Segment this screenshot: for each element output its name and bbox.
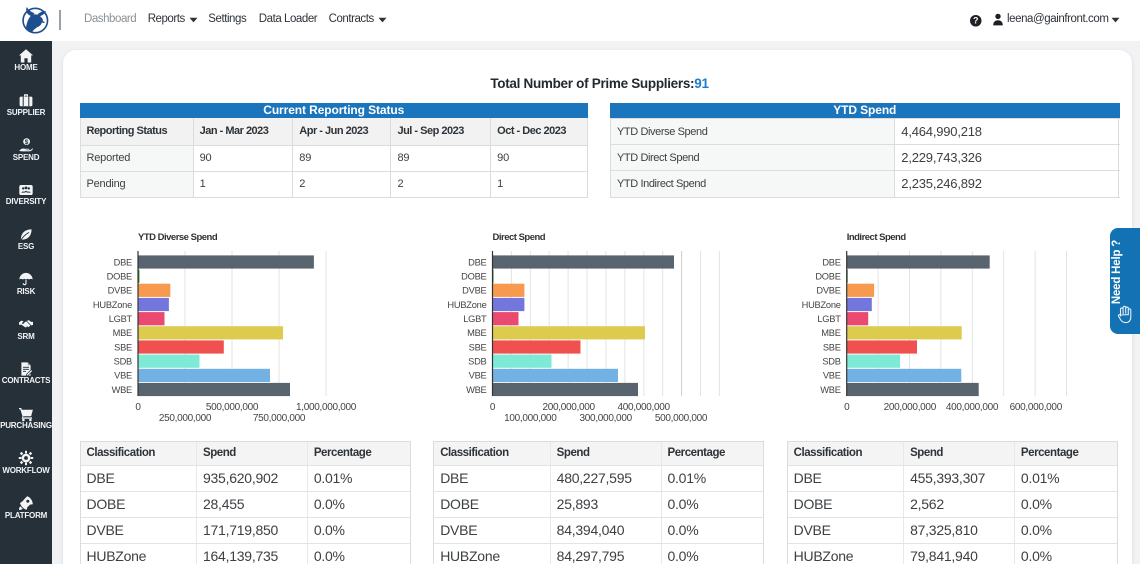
svg-text:HUBZone: HUBZone — [802, 300, 841, 310]
svg-text:200,000,000: 200,000,000 — [542, 402, 595, 413]
svg-text:400,000,000: 400,000,000 — [946, 402, 999, 413]
svg-text:VBE: VBE — [114, 371, 132, 381]
svg-text:Indirect Spend: Indirect Spend — [847, 232, 907, 243]
svg-text:SBE: SBE — [469, 342, 487, 352]
svg-text:500,000,000: 500,000,000 — [206, 402, 259, 413]
svg-text:DVBE: DVBE — [816, 286, 840, 296]
svg-text:MBE: MBE — [113, 328, 132, 338]
svg-text:DVBE: DVBE — [462, 286, 486, 296]
svg-text:WBE: WBE — [466, 385, 486, 395]
svg-text:DOBE: DOBE — [107, 272, 132, 282]
svg-text:500,000,000: 500,000,000 — [655, 413, 708, 424]
svg-text:LGBT: LGBT — [817, 314, 841, 324]
svg-text:SDB: SDB — [822, 357, 840, 367]
svg-text:SBE: SBE — [823, 342, 841, 352]
svg-text:0: 0 — [844, 402, 850, 413]
svg-text:750,000,000: 750,000,000 — [253, 413, 306, 424]
svg-text:Direct Spend: Direct Spend — [493, 232, 546, 243]
svg-text:1,000,000,000: 1,000,000,000 — [296, 402, 357, 413]
svg-text:DOBE: DOBE — [815, 272, 840, 282]
svg-text:DVBE: DVBE — [108, 286, 132, 296]
svg-text:YTD Diverse Spend: YTD Diverse Spend — [138, 232, 218, 243]
svg-text:0: 0 — [135, 402, 141, 413]
svg-text:VBE: VBE — [823, 371, 841, 381]
svg-text:MBE: MBE — [467, 328, 486, 338]
svg-text:200,000,000: 200,000,000 — [884, 402, 937, 413]
svg-text:WBE: WBE — [112, 385, 132, 395]
svg-text:100,000,000: 100,000,000 — [504, 413, 557, 424]
svg-text:?: ? — [973, 16, 978, 26]
svg-text:HUBZone: HUBZone — [93, 300, 132, 310]
svg-text:600,000,000: 600,000,000 — [1010, 402, 1063, 413]
svg-text:DBE: DBE — [114, 257, 132, 267]
svg-text:DOBE: DOBE — [461, 272, 486, 282]
svg-text:400,000,000: 400,000,000 — [617, 402, 670, 413]
svg-text:300,000,000: 300,000,000 — [580, 413, 633, 424]
svg-text:MBE: MBE — [821, 328, 840, 338]
svg-text:VBE: VBE — [469, 371, 487, 381]
svg-text:0: 0 — [490, 402, 496, 413]
svg-text:WBE: WBE — [820, 385, 840, 395]
svg-text:SDB: SDB — [114, 357, 132, 367]
svg-text:LGBT: LGBT — [463, 314, 487, 324]
svg-text:HUBZone: HUBZone — [447, 300, 486, 310]
svg-text:250,000,000: 250,000,000 — [159, 413, 212, 424]
svg-text:$: $ — [25, 139, 29, 146]
svg-text:DBE: DBE — [468, 257, 486, 267]
svg-text:SDB: SDB — [468, 357, 486, 367]
svg-text:DBE: DBE — [822, 257, 840, 267]
svg-text:SBE: SBE — [114, 342, 132, 352]
svg-text:LGBT: LGBT — [109, 314, 133, 324]
